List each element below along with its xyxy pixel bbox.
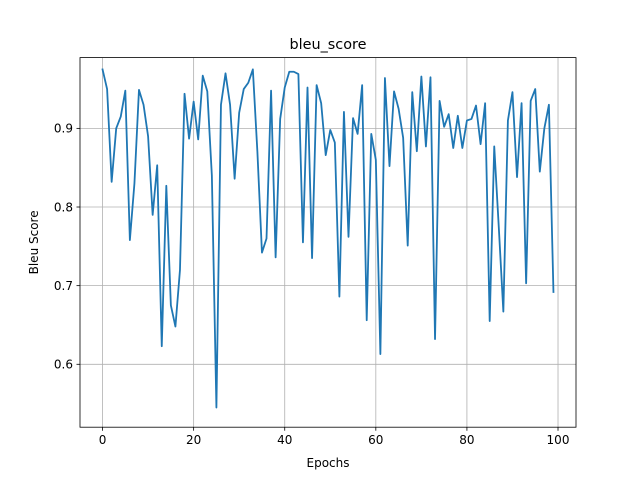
series-layer: [101, 68, 555, 409]
x-axis-label: Epochs: [307, 456, 350, 470]
plot-area-frame: [79, 57, 577, 428]
x-tick-label: 60: [368, 433, 383, 447]
y-tick-label: 0.8: [54, 200, 73, 214]
series-line: [101, 68, 555, 409]
x-tick-label: 20: [186, 433, 201, 447]
x-tick-label: 100: [547, 433, 570, 447]
x-tick-label: 80: [459, 433, 474, 447]
x-axis-ticks: 0 20 40 60 80 100: [99, 427, 570, 447]
chart-title: bleu_score: [290, 37, 367, 53]
x-tick-label: 40: [277, 433, 292, 447]
y-tick-label: 0.7: [54, 279, 73, 293]
y-tick-label: 0.6: [54, 358, 73, 372]
x-tick-label: 0: [99, 433, 107, 447]
y-axis-label: Bleu Score: [27, 210, 41, 274]
y-tick-label: 0.9: [54, 122, 73, 136]
y-axis-ticks: 0.6 0.7 0.8 0.9: [54, 122, 80, 372]
